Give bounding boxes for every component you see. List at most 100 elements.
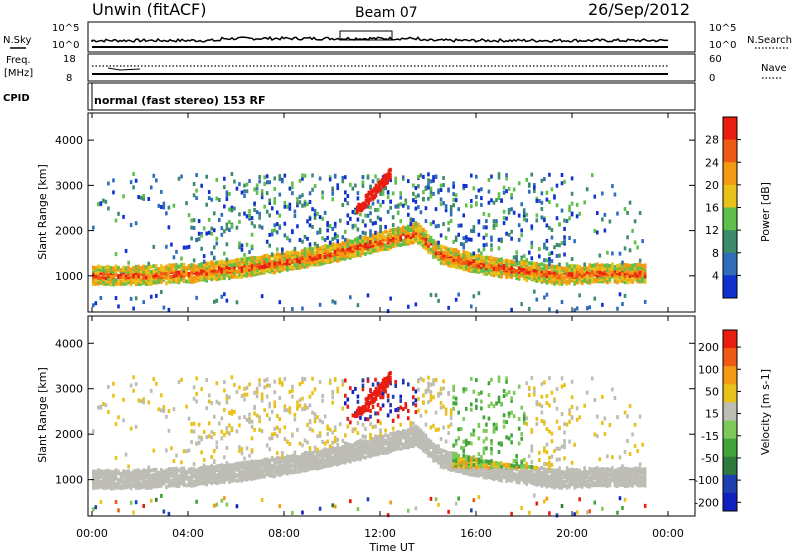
velocity-cell	[543, 449, 546, 454]
velocity-cell	[475, 462, 478, 467]
power-cell	[538, 254, 541, 259]
power-cell	[124, 273, 128, 278]
velocity-cell	[530, 427, 534, 432]
power-cell	[454, 263, 458, 268]
power-cell	[432, 191, 435, 196]
power-cell	[288, 251, 292, 256]
power-cell	[434, 224, 438, 229]
velocity-cell	[152, 478, 156, 483]
velocity-cell	[311, 459, 314, 464]
power-cell	[608, 273, 612, 278]
power-cell	[558, 222, 561, 227]
power-cell	[383, 182, 386, 187]
velocity-cell	[475, 467, 478, 472]
velocity-cell	[275, 455, 279, 460]
power-cell	[633, 274, 637, 279]
power-cell	[359, 253, 362, 258]
power-cell	[560, 276, 564, 281]
power-cell	[427, 182, 430, 187]
power-cell	[371, 238, 375, 243]
power-cell	[233, 179, 236, 184]
velocity-cell	[248, 469, 251, 474]
power-cell	[308, 260, 312, 265]
velocity-cell	[212, 503, 216, 508]
power-cell	[370, 188, 373, 193]
power-cell	[381, 191, 385, 196]
power-cell	[291, 307, 294, 312]
velocity-cell	[97, 477, 100, 482]
power-cell	[243, 183, 246, 188]
power-cell	[157, 271, 161, 276]
velocity-cell	[543, 380, 546, 385]
power-cell	[344, 229, 347, 234]
power-cell	[357, 207, 361, 212]
velocity-cell	[543, 421, 546, 426]
velocity-cell	[265, 443, 269, 448]
velocity-cell	[268, 467, 271, 472]
velocity-cell	[207, 479, 211, 484]
power-cell	[303, 264, 307, 269]
velocity-cell	[366, 440, 370, 445]
velocity-cell	[424, 433, 428, 438]
velocity-cell	[379, 428, 382, 433]
power-cell	[379, 224, 382, 229]
power-cell	[185, 268, 188, 273]
power-cell	[255, 183, 259, 188]
velocity-cell	[401, 431, 405, 436]
power-cell	[512, 187, 516, 192]
power-cell	[245, 182, 249, 187]
velocity-cell	[543, 473, 546, 478]
velocity-cell	[275, 470, 279, 475]
power-cell	[296, 197, 299, 202]
power-cell	[349, 182, 352, 187]
velocity-cell	[147, 479, 151, 484]
velocity-cell	[223, 464, 226, 469]
velocity-cell	[197, 481, 201, 486]
power-cell	[346, 194, 350, 199]
power-cell	[462, 260, 466, 265]
power-cell	[268, 254, 271, 259]
power-cell	[358, 207, 362, 212]
power-cell	[447, 220, 450, 225]
power-cell	[190, 267, 193, 272]
velocity-cell	[464, 467, 468, 472]
power-cell	[286, 235, 289, 240]
power-cell	[134, 271, 138, 276]
power-cell	[107, 276, 110, 281]
velocity-cell	[167, 480, 171, 485]
power-cell	[391, 230, 395, 235]
y-tick-label: 1000	[55, 270, 83, 283]
velocity-cell	[313, 449, 317, 454]
power-cell	[207, 267, 211, 272]
power-cell	[434, 245, 438, 250]
power-cell	[336, 239, 340, 244]
velocity-cell	[119, 483, 123, 488]
velocity-cell	[359, 457, 362, 462]
velocity-cell	[464, 454, 468, 459]
velocity-cell	[306, 422, 309, 427]
power-cell	[550, 235, 554, 240]
velocity-cell	[172, 467, 176, 472]
power-cell	[359, 249, 362, 254]
power-cell	[565, 279, 569, 284]
power-cell	[137, 264, 140, 269]
power-cell	[243, 263, 246, 268]
velocity-cell	[192, 467, 196, 472]
velocity-cell	[225, 465, 229, 470]
velocity-cell	[278, 417, 282, 422]
power-cell	[432, 238, 435, 243]
power-cell	[346, 244, 350, 249]
velocity-cell	[326, 426, 329, 431]
velocity-cell	[210, 472, 214, 477]
velocity-cell	[331, 395, 334, 400]
power-cell	[376, 199, 380, 204]
power-cell	[555, 268, 559, 273]
power-cell	[351, 253, 355, 258]
velocity-cell	[316, 466, 319, 471]
velocity-cell	[228, 463, 231, 468]
power-cell	[517, 181, 521, 186]
power-cell	[175, 273, 178, 278]
power-cell	[180, 174, 183, 179]
velocity-cell	[225, 473, 229, 478]
power-cell	[530, 271, 534, 276]
